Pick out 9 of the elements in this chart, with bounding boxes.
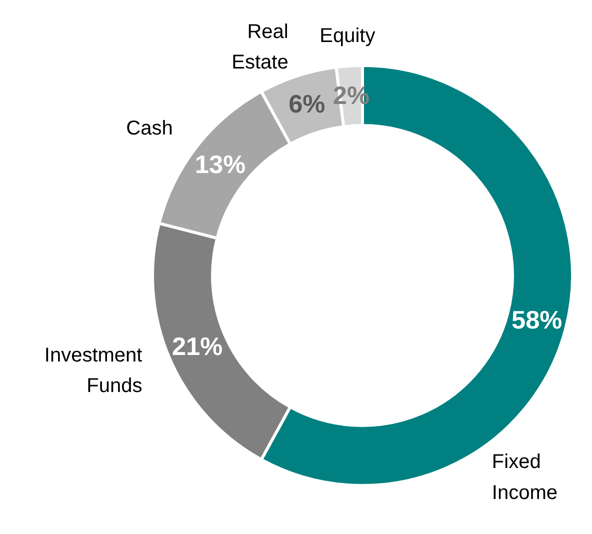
slice-label: Real Estate <box>232 20 288 74</box>
data-label: 58% <box>512 306 562 334</box>
data-label: 21% <box>172 332 223 361</box>
slice-label: Cash <box>126 117 173 140</box>
slice-label: Equity <box>320 24 376 47</box>
slice-label: Fixed Income <box>492 451 558 504</box>
slice-label: Investment Funds <box>44 344 143 398</box>
data-label: 13% <box>194 151 246 180</box>
data-label: 6% <box>288 90 326 118</box>
